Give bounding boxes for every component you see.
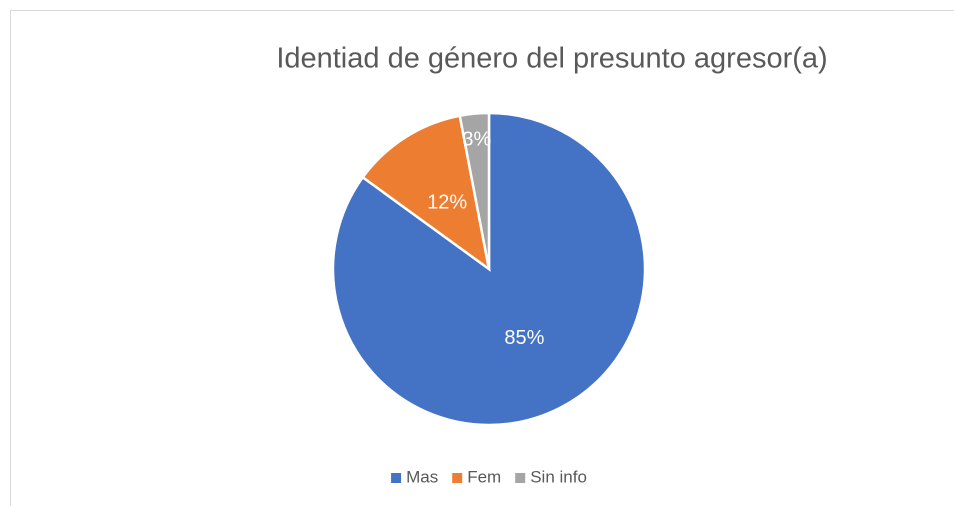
legend-label: Fem — [467, 467, 501, 486]
chart-title: Identiad de género del presunto agresor(… — [276, 43, 827, 75]
legend-label: Sin info — [530, 467, 587, 486]
pie-slice — [361, 114, 491, 272]
data-label: 85% — [504, 327, 544, 349]
data-label: 3% — [462, 128, 491, 150]
legend-marker — [452, 473, 463, 483]
legend-label: Mas — [406, 467, 438, 486]
data-label: 12% — [427, 191, 467, 213]
legend-marker — [515, 473, 526, 483]
pie-slice — [458, 111, 491, 270]
legend-marker — [391, 473, 402, 483]
